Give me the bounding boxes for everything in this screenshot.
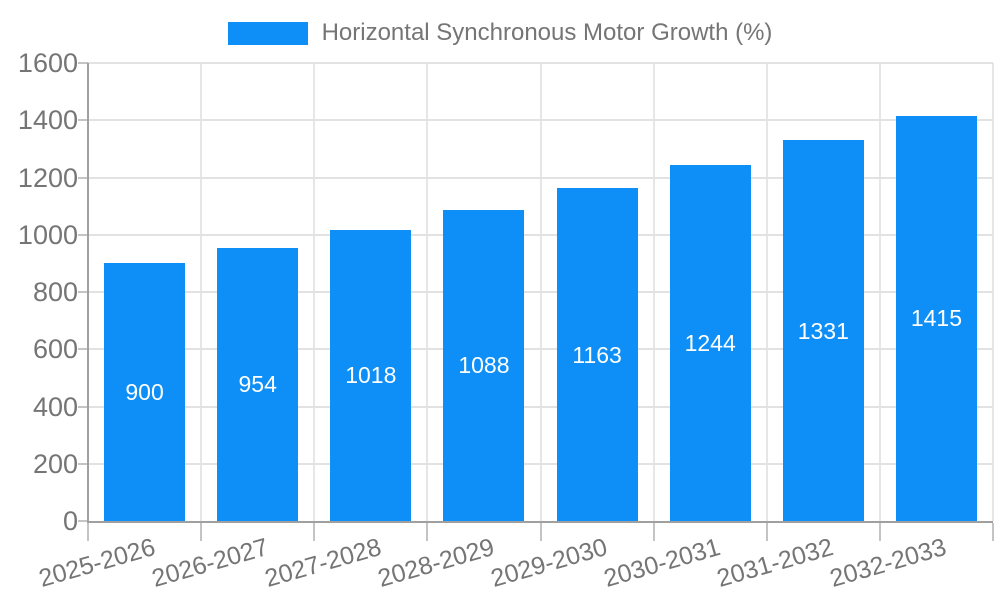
- bar-value-label: 1244: [684, 329, 736, 356]
- x-axis-tick: [765, 523, 768, 541]
- bar-value-label: 1018: [345, 362, 397, 389]
- x-axis-label: 2030-2031: [600, 533, 724, 593]
- y-axis-label: 0: [62, 506, 78, 536]
- bar[interactable]: [443, 209, 525, 521]
- bar[interactable]: [217, 247, 299, 521]
- legend: Horizontal Synchronous Motor Growth (%): [0, 19, 1000, 47]
- h-gridline: [88, 462, 993, 465]
- x-axis-tick: [992, 523, 994, 541]
- bar-value-label: 900: [125, 379, 164, 406]
- x-axis-tick: [87, 523, 89, 541]
- v-gridline: [992, 63, 994, 521]
- legend-label[interactable]: Horizontal Synchronous Motor Growth (%): [321, 19, 773, 46]
- y-axis-label: 600: [32, 334, 78, 365]
- y-axis-tick: [78, 233, 88, 236]
- x-axis-tick: [313, 523, 316, 541]
- h-gridline: [88, 233, 993, 236]
- legend-swatch[interactable]: [227, 21, 308, 45]
- bar-value-label: 1331: [797, 317, 849, 344]
- h-gridline: [88, 291, 993, 293]
- y-axis-tick: [78, 119, 88, 122]
- y-axis-label: 800: [32, 277, 78, 307]
- x-axis-label: 2029-2030: [487, 533, 611, 593]
- y-axis-label: 1200: [17, 162, 78, 193]
- bar[interactable]: [556, 188, 638, 521]
- x-axis-label: 2027-2028: [261, 533, 385, 593]
- y-axis-tick: [78, 405, 88, 408]
- y-axis-tick: [78, 176, 88, 179]
- x-axis-label: 2028-2029: [374, 533, 498, 593]
- h-gridline: [88, 405, 993, 408]
- y-axis-label: 1400: [17, 105, 78, 136]
- y-axis-label: 400: [32, 391, 78, 422]
- bar[interactable]: [104, 263, 186, 521]
- h-gridline: [88, 119, 993, 122]
- y-axis-tick: [78, 348, 88, 351]
- y-axis-tick: [78, 62, 88, 64]
- x-axis-tick: [652, 523, 655, 541]
- bar-value-label: 1088: [458, 352, 510, 379]
- x-axis-label: 2025-2026: [35, 533, 159, 593]
- y-axis-label: 200: [32, 448, 78, 479]
- x-axis-line: [88, 521, 993, 523]
- x-axis-tick: [878, 523, 881, 541]
- y-axis-tick: [78, 462, 88, 465]
- bar[interactable]: [782, 140, 864, 521]
- bar-value-label: 1415: [910, 305, 963, 332]
- x-axis-label: 2031-2032: [714, 533, 837, 593]
- y-axis-tick: [78, 520, 88, 522]
- h-gridline: [88, 176, 993, 179]
- x-axis-tick: [539, 523, 542, 541]
- x-axis-tick: [200, 523, 203, 541]
- y-axis-label: 1000: [17, 219, 78, 250]
- x-axis-label: 2032-2033: [827, 533, 950, 593]
- y-axis-tick: [78, 291, 88, 293]
- y-axis-line: [87, 63, 89, 523]
- bar[interactable]: [895, 115, 977, 521]
- x-axis-label: 2026-2027: [148, 533, 272, 593]
- x-axis-tick: [426, 523, 429, 541]
- bar-value-label: 954: [238, 371, 277, 398]
- h-gridline: [88, 348, 993, 351]
- bar[interactable]: [330, 229, 412, 521]
- y-axis-label: 1600: [17, 48, 78, 78]
- bar[interactable]: [669, 164, 751, 521]
- bar-value-label: 1163: [572, 341, 622, 368]
- h-gridline: [88, 62, 993, 64]
